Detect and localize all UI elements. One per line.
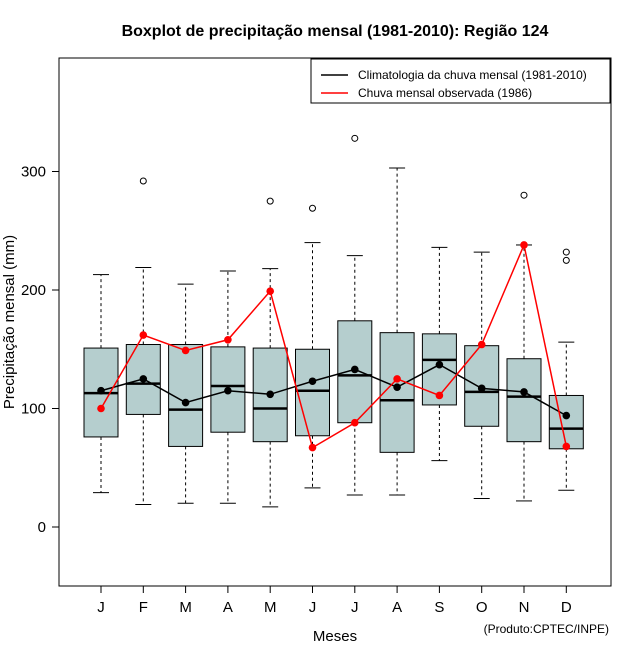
outlier-point: [351, 134, 359, 142]
series-point: [477, 384, 486, 393]
box-J: [83, 274, 119, 494]
series-layer: [97, 241, 571, 452]
series-point: [520, 241, 528, 249]
box-S: [421, 246, 457, 462]
box-body: [548, 394, 584, 450]
series-point: [308, 443, 317, 452]
series-point: [477, 340, 486, 349]
series-point: [308, 377, 317, 386]
series-point: [266, 390, 275, 399]
box-A: [379, 167, 415, 496]
x-tick-label: J: [97, 599, 105, 616]
box-J: [295, 204, 330, 489]
x-axis-label: Meses: [313, 628, 357, 645]
legend-observed-label: Chuva mensal observada (1986): [358, 86, 532, 100]
x-tick-label: J: [309, 599, 317, 616]
box-D: [548, 248, 584, 491]
box-O: [464, 251, 500, 500]
y-axis-label: Precipitação mensal (mm): [1, 235, 18, 409]
series-point: [181, 398, 190, 407]
outlier-point: [309, 204, 316, 212]
plot-frame: [58, 57, 612, 587]
outlier-point: [520, 191, 528, 199]
box-F: [125, 177, 161, 505]
outlier-point: [266, 197, 274, 205]
x-tick-label: M: [264, 599, 277, 616]
legend-climatology-label: Climatologia da chuva mensal (1981-2010): [358, 68, 587, 82]
outlier-point: [562, 256, 570, 264]
series-point: [181, 346, 190, 355]
legend-box: [310, 58, 611, 104]
box-body: [295, 348, 330, 437]
series-point: [97, 386, 105, 395]
series-point: [393, 383, 401, 391]
box-body: [379, 332, 415, 453]
series-point: [97, 404, 105, 413]
box-body: [506, 358, 542, 443]
chart-title: Boxplot de precipitação mensal (1981-201…: [122, 23, 549, 40]
y-tick-label: 200: [21, 282, 46, 299]
box-M: [252, 197, 288, 508]
series-point: [435, 360, 444, 369]
series-point: [351, 365, 359, 374]
series-point: [435, 391, 444, 400]
y-tick-label: 300: [21, 164, 46, 181]
x-tick-label: A: [223, 599, 233, 616]
series-point: [224, 335, 232, 344]
x-tick-label: J: [351, 599, 359, 616]
series-point: [351, 418, 359, 427]
series-point: [139, 331, 148, 339]
y-tick-label: 100: [21, 401, 46, 418]
series-point: [520, 388, 528, 396]
box-M: [168, 283, 204, 504]
boxes-layer: [83, 134, 584, 508]
series-point: [139, 375, 148, 383]
x-tick-label: S: [434, 599, 444, 616]
y-axis: 0 100 200 300: [21, 164, 60, 536]
series-point: [224, 386, 232, 395]
series-line: [100, 242, 568, 449]
series-point: [393, 375, 401, 383]
box-J: [337, 134, 373, 496]
series-point: [266, 287, 275, 295]
x-tick-label: D: [561, 599, 572, 616]
box-body: [252, 347, 288, 443]
x-tick-label: M: [179, 599, 192, 616]
x-tick-label: N: [519, 599, 530, 616]
y-tick-label: 0: [38, 519, 46, 536]
x-tick-label: F: [139, 599, 148, 616]
outlier-point: [562, 248, 570, 256]
series-line: [100, 363, 567, 417]
series-observed: [97, 241, 571, 452]
box-N: [506, 191, 542, 502]
x-tick-label: A: [392, 599, 402, 616]
outlier-point: [139, 177, 147, 185]
legend: Climatologia da chuva mensal (1981-2010)…: [310, 58, 611, 104]
series-point: [562, 411, 571, 420]
series-point: [562, 442, 571, 451]
credit-text: (Produto:CPTEC/INPE): [484, 622, 609, 636]
x-tick-label: O: [476, 599, 488, 616]
series-climatology: [97, 360, 571, 420]
